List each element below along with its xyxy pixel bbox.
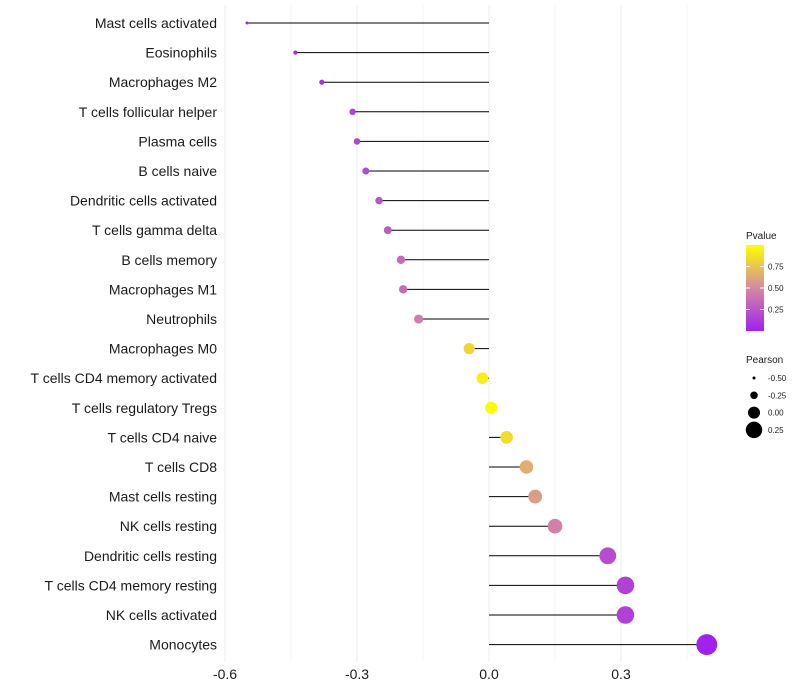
- category-label-macrophages-m2: Macrophages M2: [109, 74, 217, 90]
- point-b-cells-naive: [362, 167, 370, 175]
- grid-lines: [224, 5, 688, 662]
- category-label-t-cells-cd4-memory-resting: T cells CD4 memory resting: [45, 577, 217, 593]
- point-macrophages-m0: [463, 343, 475, 355]
- pearson-legend-key: [752, 376, 756, 380]
- x-tick-label: 0.0: [479, 666, 499, 682]
- category-label-t-cells-follicular-helper: T cells follicular helper: [79, 104, 218, 120]
- pvalue-legend-title: Pvalue: [746, 231, 777, 242]
- x-tick-label: 0.3: [611, 666, 631, 682]
- x-tick-label: -0.6: [213, 666, 237, 682]
- pearson-legend: Pearson -0.50 -0.25 0.00 0.25: [745, 355, 787, 439]
- point-mast-cells-resting: [528, 489, 543, 504]
- pvalue-legend-tick-label: 0.50: [768, 284, 784, 293]
- point-t-cells-gamma-delta: [383, 226, 392, 235]
- pearson-legend-key: [748, 406, 760, 419]
- x-axis-ticks: -0.6 -0.3 0.0 0.3: [213, 666, 631, 682]
- point-neutrophils: [414, 314, 424, 324]
- point-dendritic-cells-resting: [599, 547, 617, 565]
- point-nk-cells-activated: [616, 606, 635, 624]
- point-t-cells-cd4-naive: [500, 431, 513, 444]
- point-t-cells-regulatory-tregs: [485, 401, 498, 414]
- lollipop-stems: [247, 22, 707, 646]
- pvalue-legend: Pvalue 0.75 0.50 0.25: [746, 231, 784, 331]
- category-label-t-cells-gamma-delta: T cells gamma delta: [92, 222, 217, 238]
- point-t-cells-follicular-helper: [349, 108, 356, 116]
- category-label-dendritic-cells-activated: Dendritic cells activated: [70, 193, 217, 209]
- category-label-nk-cells-resting: NK cells resting: [120, 518, 217, 534]
- category-label-b-cells-memory: B cells memory: [121, 252, 217, 268]
- category-label-macrophages-m0: Macrophages M0: [109, 341, 217, 357]
- point-plasma-cells: [353, 138, 361, 145]
- category-label-b-cells-naive: B cells naive: [138, 163, 217, 179]
- pearson-legend-key: [750, 391, 758, 400]
- category-label-t-cells-cd4-naive: T cells CD4 naive: [108, 429, 218, 445]
- category-label-macrophages-m1: Macrophages M1: [109, 281, 217, 297]
- pvalue-colorbar: [746, 245, 764, 331]
- pearson-legend-label: 0.25: [768, 426, 784, 435]
- point-monocytes: [696, 634, 718, 656]
- pearson-legend-label: 0.00: [768, 409, 784, 418]
- point-b-cells-memory: [396, 255, 406, 264]
- lollipop-points: [245, 21, 718, 656]
- point-macrophages-m1: [398, 285, 408, 294]
- category-label-eosinophils: Eosinophils: [145, 45, 217, 61]
- pvalue-legend-tick-label: 0.75: [768, 263, 784, 272]
- point-macrophages-m2: [319, 79, 325, 85]
- point-eosinophils: [293, 50, 298, 55]
- point-nk-cells-resting: [547, 518, 563, 534]
- pearson-legend-title: Pearson: [746, 355, 783, 366]
- category-label-dendritic-cells-resting: Dendritic cells resting: [84, 548, 217, 564]
- point-t-cells-cd8: [519, 460, 534, 474]
- category-label-t-cells-cd8: T cells CD8: [145, 459, 217, 475]
- category-label-mast-cells-activated: Mast cells activated: [95, 15, 217, 31]
- category-label-plasma-cells: Plasma cells: [138, 133, 217, 149]
- point-dendritic-cells-activated: [375, 196, 383, 205]
- category-labels: Mast cells activated Eosinophils Macrophag…: [31, 15, 218, 653]
- point-t-cells-cd4-memory-resting: [616, 576, 635, 595]
- x-tick-label: -0.3: [345, 666, 369, 682]
- category-label-monocytes: Monocytes: [149, 637, 217, 653]
- pearson-legend-key: [745, 421, 763, 439]
- category-label-mast-cells-resting: Mast cells resting: [109, 489, 217, 505]
- point-mast-cells-activated: [245, 21, 249, 25]
- pearson-legend-label: -0.25: [768, 391, 787, 400]
- pvalue-legend-tick-label: 0.25: [768, 306, 784, 315]
- category-label-t-cells-regulatory-tregs: T cells regulatory Tregs: [72, 400, 217, 416]
- category-label-t-cells-cd4-memory-activated: T cells CD4 memory activated: [31, 370, 217, 386]
- point-t-cells-cd4-memory-activated: [476, 372, 489, 385]
- pearson-legend-label: -0.50: [768, 374, 787, 383]
- category-label-neutrophils: Neutrophils: [146, 311, 217, 327]
- category-label-nk-cells-activated: NK cells activated: [106, 607, 217, 623]
